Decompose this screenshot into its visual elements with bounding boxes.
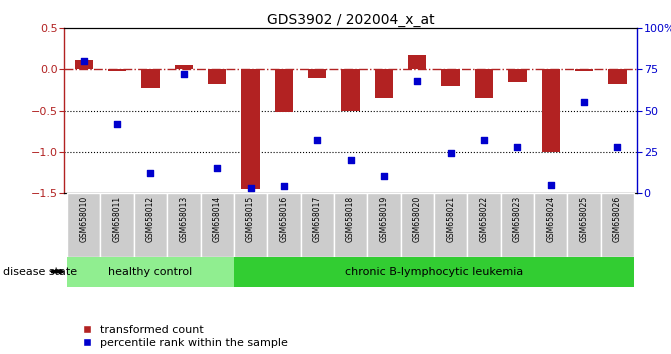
Bar bbox=[174, 65, 193, 69]
Text: GSM658024: GSM658024 bbox=[546, 196, 555, 242]
Text: GSM658020: GSM658020 bbox=[413, 196, 422, 242]
FancyBboxPatch shape bbox=[301, 193, 334, 257]
Point bbox=[245, 185, 256, 191]
FancyBboxPatch shape bbox=[401, 193, 434, 257]
Text: GSM658017: GSM658017 bbox=[313, 196, 321, 242]
Point bbox=[145, 170, 156, 176]
FancyBboxPatch shape bbox=[534, 193, 568, 257]
FancyBboxPatch shape bbox=[568, 193, 601, 257]
Point bbox=[446, 150, 456, 156]
Text: GSM658021: GSM658021 bbox=[446, 196, 455, 242]
FancyBboxPatch shape bbox=[201, 193, 234, 257]
Bar bbox=[142, 69, 160, 87]
FancyBboxPatch shape bbox=[501, 193, 534, 257]
Point bbox=[478, 137, 489, 143]
Point bbox=[79, 58, 89, 64]
FancyBboxPatch shape bbox=[467, 193, 501, 257]
Point bbox=[512, 144, 523, 150]
FancyBboxPatch shape bbox=[234, 257, 634, 287]
Point bbox=[578, 99, 589, 105]
FancyBboxPatch shape bbox=[167, 193, 201, 257]
Bar bbox=[342, 69, 360, 110]
Bar bbox=[242, 69, 260, 189]
Bar bbox=[475, 69, 493, 98]
Title: GDS3902 / 202004_x_at: GDS3902 / 202004_x_at bbox=[267, 13, 434, 27]
Bar bbox=[208, 69, 226, 84]
Bar bbox=[442, 69, 460, 86]
Legend: transformed count, percentile rank within the sample: transformed count, percentile rank withi… bbox=[83, 325, 289, 348]
Text: GSM658016: GSM658016 bbox=[279, 196, 289, 242]
Text: GSM658025: GSM658025 bbox=[580, 196, 588, 242]
Point bbox=[212, 165, 223, 171]
Text: GSM658022: GSM658022 bbox=[480, 196, 488, 242]
Point bbox=[412, 78, 423, 84]
Bar bbox=[308, 69, 326, 78]
FancyBboxPatch shape bbox=[101, 193, 134, 257]
Text: disease state: disease state bbox=[3, 267, 77, 277]
Text: GSM658011: GSM658011 bbox=[113, 196, 121, 242]
Point bbox=[278, 183, 289, 189]
Bar bbox=[74, 59, 93, 69]
Point bbox=[546, 182, 556, 188]
Point bbox=[112, 121, 123, 127]
Point bbox=[345, 157, 356, 163]
Text: GSM658012: GSM658012 bbox=[146, 196, 155, 242]
Text: GSM658026: GSM658026 bbox=[613, 196, 622, 242]
FancyBboxPatch shape bbox=[234, 193, 267, 257]
Bar bbox=[609, 69, 627, 84]
Point bbox=[312, 137, 323, 143]
Bar bbox=[408, 55, 427, 69]
Point bbox=[378, 173, 389, 179]
Bar bbox=[274, 69, 293, 112]
FancyBboxPatch shape bbox=[267, 193, 301, 257]
Bar bbox=[375, 69, 393, 98]
Text: GSM658014: GSM658014 bbox=[213, 196, 221, 242]
Bar bbox=[575, 69, 593, 71]
Bar bbox=[108, 69, 126, 71]
Text: GSM658018: GSM658018 bbox=[346, 196, 355, 242]
Text: GSM658019: GSM658019 bbox=[380, 196, 389, 242]
Bar bbox=[508, 69, 527, 82]
Text: GSM658010: GSM658010 bbox=[79, 196, 89, 242]
FancyBboxPatch shape bbox=[334, 193, 367, 257]
FancyBboxPatch shape bbox=[434, 193, 467, 257]
Text: chronic B-lymphocytic leukemia: chronic B-lymphocytic leukemia bbox=[345, 267, 523, 277]
FancyBboxPatch shape bbox=[67, 257, 234, 287]
FancyBboxPatch shape bbox=[601, 193, 634, 257]
Bar bbox=[541, 69, 560, 152]
Point bbox=[178, 72, 189, 77]
FancyBboxPatch shape bbox=[367, 193, 401, 257]
Point bbox=[612, 144, 623, 150]
Text: GSM658015: GSM658015 bbox=[246, 196, 255, 242]
FancyBboxPatch shape bbox=[67, 193, 101, 257]
Text: GSM658013: GSM658013 bbox=[179, 196, 189, 242]
FancyBboxPatch shape bbox=[134, 193, 167, 257]
Text: GSM658023: GSM658023 bbox=[513, 196, 522, 242]
Text: healthy control: healthy control bbox=[108, 267, 193, 277]
